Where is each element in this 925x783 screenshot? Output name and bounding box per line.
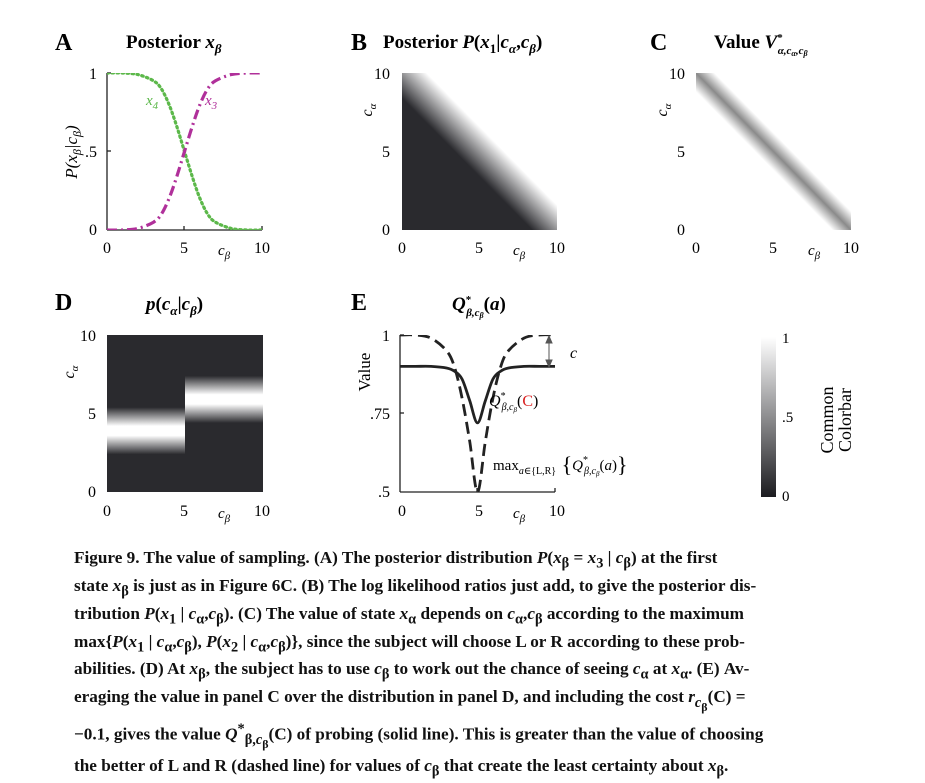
panel-c-yticks: 10 5 0: [669, 66, 685, 239]
panel-b-letter: B: [351, 30, 367, 56]
tick-label: 10: [254, 503, 270, 520]
panel-d-ylabel: cα: [61, 365, 81, 378]
panel-b: B Posterior P(x1|cα,cβ) cα 10 5 0 0 5 10…: [351, 30, 565, 262]
tick-label: 5: [677, 144, 685, 161]
series-max-lr-dashed-line: [400, 335, 555, 492]
cost-label: c: [570, 345, 577, 362]
tick-label: 5: [180, 240, 188, 257]
panel-e-yticks: 1 .75 .5: [370, 328, 390, 501]
panel-d-heatmap-left: [107, 335, 185, 492]
caption-line: abilities. (D) At xβ, the subject has to…: [74, 659, 750, 683]
panel-a-yticks: 1 .5 0: [85, 66, 97, 239]
figure-caption: Figure 9. The value of sampling. (A) The…: [74, 547, 874, 783]
caption-line: the better of L and R (dashed line) for …: [74, 756, 729, 780]
colorbar-title-line1: Common: [817, 386, 837, 453]
tick-label: 0: [398, 240, 406, 257]
tick-label: 1: [89, 66, 97, 83]
panel-e-ylabel: Value: [355, 353, 374, 392]
colorbar-gradient: [761, 337, 776, 497]
colorbar-title-line2: Colorbar: [835, 388, 855, 452]
panel-d: D p(cα|cβ) cα 10 5 0 0 5 10 cβ: [55, 290, 270, 525]
tick-label: 0: [88, 484, 96, 501]
tick-label: 10: [843, 240, 859, 257]
tick-label: 10: [80, 328, 96, 345]
tick-label: 0: [89, 222, 97, 239]
tick-label: 10: [254, 240, 270, 257]
tick-label: .5: [85, 144, 97, 161]
series-x3-line: [107, 73, 262, 230]
panel-a-title: Posterior xβ: [126, 32, 222, 56]
tick-label: 0: [103, 503, 111, 520]
colorbar-ticks: 1 .5 0: [782, 331, 793, 505]
panel-b-title: Posterior P(x1|cα,cβ): [383, 32, 542, 56]
panel-e-xlabel: cβ: [513, 506, 526, 525]
tick-label: 0: [398, 503, 406, 520]
panel-c-title: Value V* α,cα,cβ: [714, 32, 809, 58]
panel-d-letter: D: [55, 290, 72, 316]
panel-d-xticks: 0 5 10: [103, 503, 270, 520]
tick-label: 0: [677, 222, 685, 239]
panel-b-xticks: 0 5 10: [398, 240, 565, 257]
panel-c-heatmap: [696, 73, 851, 230]
panel-e-xticks: 0 5 10: [398, 503, 565, 520]
tick-label: 5: [88, 406, 96, 423]
annotation-q-probe: Q* β,cβ(C): [489, 391, 538, 414]
panel-a-ylabel: P(xβ|cβ): [62, 125, 84, 180]
panel-a-xticks: 0 5 10: [103, 240, 270, 257]
tick-label: 10: [374, 66, 390, 83]
panel-a: A Posterior xβ P(xβ|cβ) 1 .5 0 0 5 10 cβ…: [55, 30, 270, 262]
panel-a-letter: A: [55, 30, 73, 56]
tick-label: 0: [692, 240, 700, 257]
tick-label: 5: [769, 240, 777, 257]
caption-line: tribution P(x1 | cα,cβ). (C) The value o…: [74, 603, 744, 628]
common-colorbar: 1 .5 0 Common Colorbar: [761, 331, 855, 505]
tick-label: .5: [378, 484, 390, 501]
series-q-probe-solid-line: [400, 364, 555, 425]
series-label-x4: x4: [145, 93, 159, 112]
panel-e: E Q* β,cβ(a) Value 1 .75 .5 0 5 10 cβ: [351, 290, 628, 525]
panel-c: C Value V* α,cα,cβ cα 10 5 0 0 5 10 cβ: [650, 30, 859, 262]
tick-label: 1: [382, 328, 390, 345]
panel-c-letter: C: [650, 30, 667, 56]
caption-line: Figure 9. The value of sampling. (A) The…: [74, 548, 718, 572]
panel-d-title: p(cα|cβ): [144, 294, 203, 318]
tick-label: .5: [782, 410, 793, 426]
tick-label: 0: [782, 489, 790, 505]
tick-label: 5: [382, 144, 390, 161]
series-label-x3: x3: [204, 93, 218, 112]
tick-label: 5: [180, 503, 188, 520]
tick-label: 5: [475, 503, 483, 520]
caption-line: state xβ is just as in Figure 6C. (B) Th…: [74, 575, 757, 600]
panel-a-xlabel: cβ: [218, 243, 231, 262]
panel-d-heatmap-right: [185, 335, 263, 492]
panel-d-yticks: 10 5 0: [80, 328, 96, 501]
tick-label: 1: [782, 331, 790, 347]
panel-e-title: Q* β,cβ(a): [452, 294, 506, 320]
caption-line: max{P(x1 | cα,cβ), P(x2 | cα,cβ)}, since…: [74, 631, 745, 655]
panel-d-xlabel: cβ: [218, 506, 231, 525]
panel-b-heatmap: [402, 73, 557, 230]
tick-label: 0: [103, 240, 111, 257]
panel-c-xlabel: cβ: [808, 243, 821, 262]
panel-c-ylabel: cα: [654, 103, 674, 116]
panel-b-ylabel: cα: [359, 103, 379, 116]
panel-c-xticks: 0 5 10: [692, 240, 859, 257]
tick-label: 10: [669, 66, 685, 83]
cost-arrow: [545, 334, 553, 369]
tick-label: .75: [370, 406, 390, 423]
caption-line: eraging the value in panel C over the di…: [74, 687, 746, 714]
tick-label: 0: [382, 222, 390, 239]
annotation-max-lr: maxa∈{L,R} {Q* β,cβ(a)}: [493, 452, 628, 478]
panel-b-xlabel: cβ: [513, 243, 526, 262]
tick-label: 5: [475, 240, 483, 257]
panel-e-letter: E: [351, 290, 367, 316]
tick-label: 10: [549, 240, 565, 257]
tick-label: 10: [549, 503, 565, 520]
panel-b-yticks: 10 5 0: [374, 66, 390, 239]
figure-9: A Posterior xβ P(xβ|cβ) 1 .5 0 0 5 10 cβ…: [55, 30, 859, 525]
caption-line: −0.1, gives the value Q*β,cβ(C) of probi…: [74, 720, 764, 751]
